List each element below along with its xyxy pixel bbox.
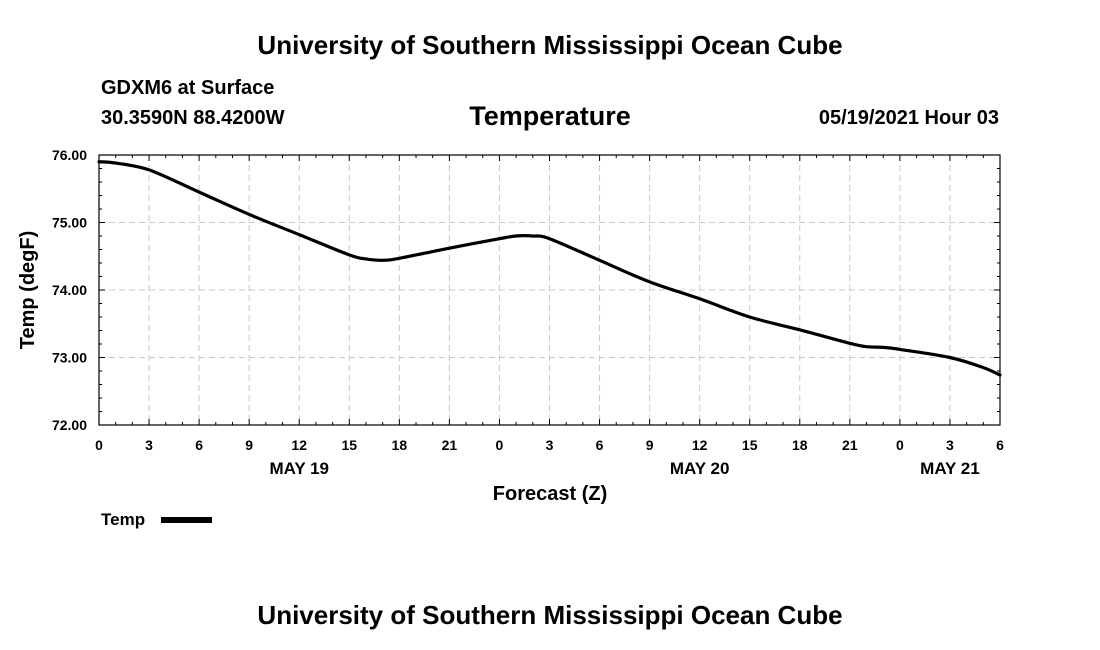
legend: Temp <box>101 510 212 529</box>
x-tick-label: 21 <box>842 437 858 453</box>
x-tick-labels: 0 3 6 9 12 15 18 21 0 3 6 9 12 15 18 21 0 3 6 <box>95 437 1004 453</box>
x-tick-label: 0 <box>95 437 103 453</box>
x-tick-label: 9 <box>245 437 253 453</box>
x-tick-label: 0 <box>496 437 504 453</box>
date-labels: MAY 19 MAY 20 MAY 21 <box>269 459 979 478</box>
chart-title: University of Southern Mississippi Ocean… <box>257 30 842 60</box>
x-tick-label: 18 <box>392 437 408 453</box>
x-axis-label: Forecast (Z) <box>493 483 607 505</box>
x-tick-label: 6 <box>996 437 1004 453</box>
footer-title: University of Southern Mississippi Ocean… <box>257 600 842 630</box>
y-tick-labels: 72.00 73.00 74.00 75.00 76.00 <box>52 147 87 433</box>
y-tick-label: 72.00 <box>52 417 87 433</box>
y-tick-label: 76.00 <box>52 147 87 163</box>
grid-lines <box>99 155 1000 425</box>
x-tick-label: 9 <box>646 437 654 453</box>
y-tick-label: 75.00 <box>52 215 87 231</box>
station-name: GDXM6 at Surface <box>101 77 274 99</box>
x-tick-label: 12 <box>291 437 307 453</box>
series-lines <box>97 160 1002 377</box>
x-tick-label: 3 <box>946 437 954 453</box>
x-tick-label: 12 <box>692 437 708 453</box>
legend-label: Temp <box>101 510 145 529</box>
y-tick-label: 74.00 <box>52 282 87 298</box>
x-tick-label: 18 <box>792 437 808 453</box>
x-tick-label: 15 <box>742 437 758 453</box>
y-axis-label: Temp (degF) <box>17 231 39 350</box>
x-tick-label: 6 <box>195 437 203 453</box>
date-label: MAY 19 <box>269 459 329 478</box>
date-label: MAY 20 <box>670 459 730 478</box>
x-tick-label: 3 <box>546 437 554 453</box>
variable-title: Temperature <box>469 101 631 131</box>
x-tick-label: 15 <box>341 437 357 453</box>
temp-series-line <box>97 160 1002 377</box>
y-tick-label: 73.00 <box>52 350 87 366</box>
station-location: 30.3590N 88.4200W <box>101 107 285 129</box>
x-tick-label: 3 <box>145 437 153 453</box>
axis-ticks <box>98 154 1001 426</box>
forecast-datetime: 05/19/2021 Hour 03 <box>819 107 999 129</box>
x-tick-label: 0 <box>896 437 904 453</box>
x-tick-label: 21 <box>442 437 458 453</box>
x-tick-label: 6 <box>596 437 604 453</box>
date-label: MAY 21 <box>920 459 980 478</box>
